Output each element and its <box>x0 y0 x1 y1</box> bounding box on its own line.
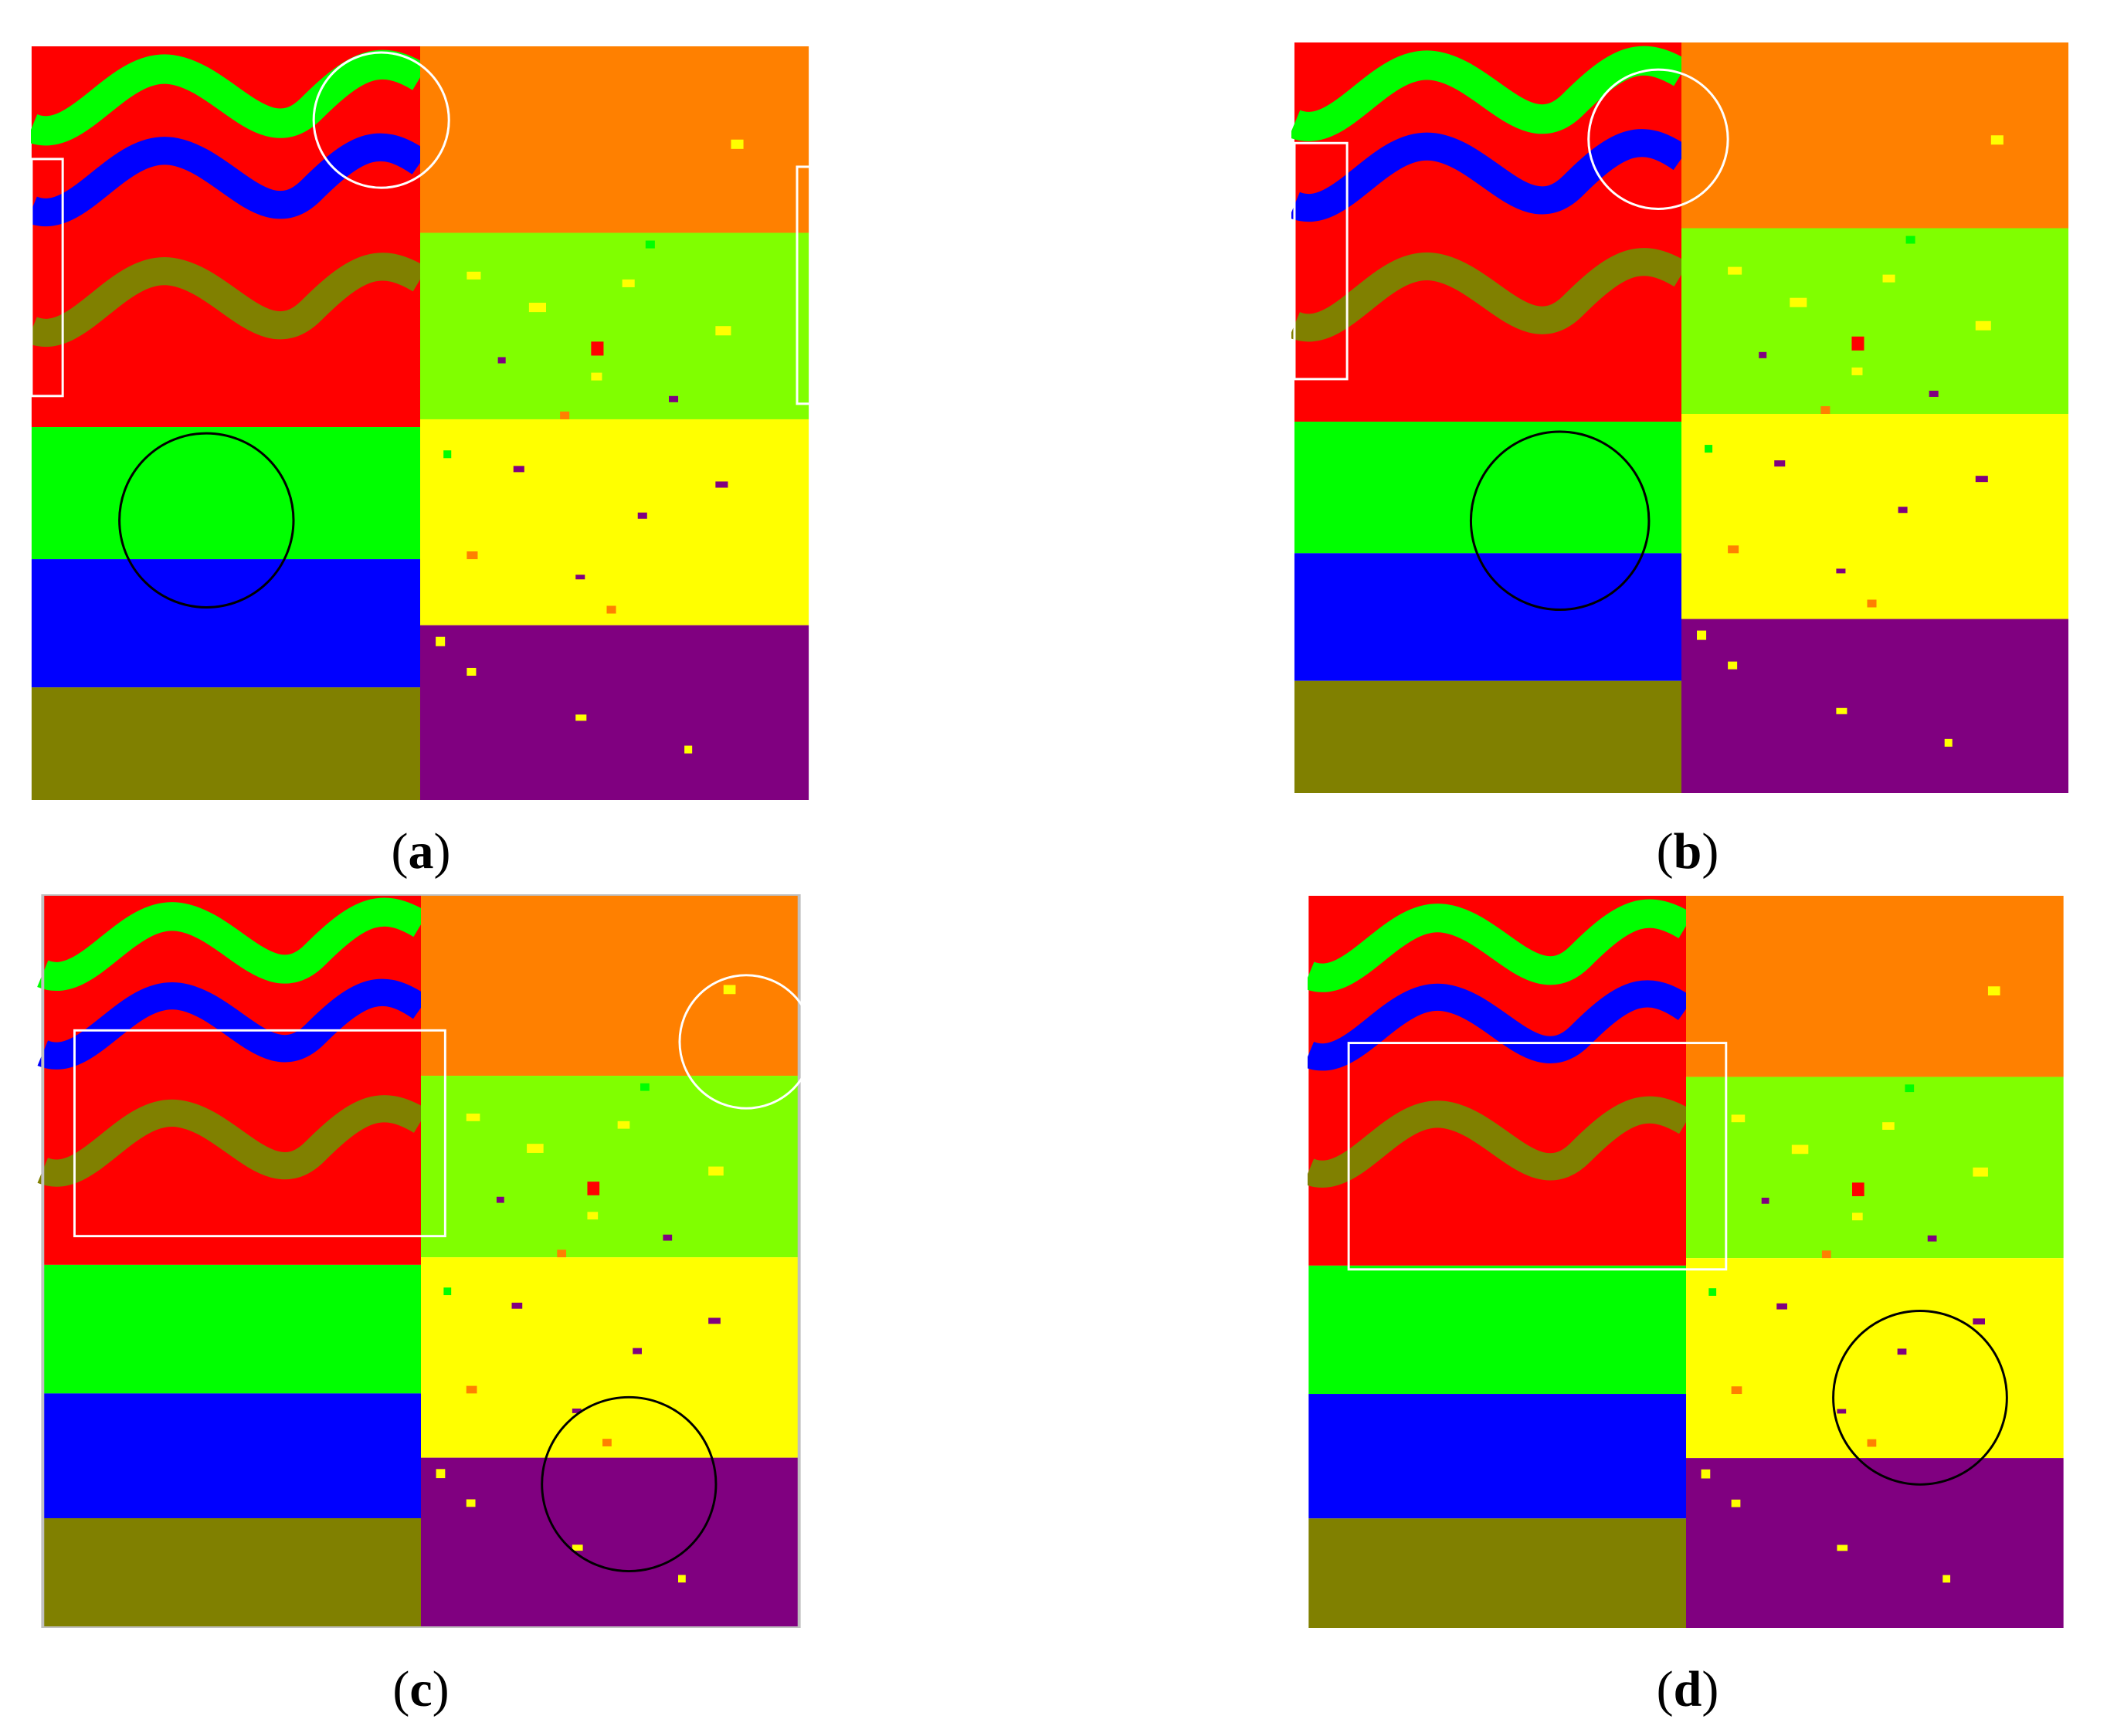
segmentation-map-c <box>32 894 809 1628</box>
panel-a <box>31 46 809 800</box>
panel-b <box>1291 42 2071 793</box>
caption-d: (d) <box>1656 1661 1719 1717</box>
segmentation-map-d <box>1308 896 2065 1628</box>
caption-b: (b) <box>1656 823 1719 880</box>
segmentation-map-b <box>1291 42 2071 793</box>
panel-d <box>1308 896 2065 1628</box>
caption-c: (c) <box>392 1661 450 1717</box>
caption-a: (a) <box>391 823 451 880</box>
panel-c <box>32 894 809 1628</box>
segmentation-map-a <box>31 46 809 800</box>
